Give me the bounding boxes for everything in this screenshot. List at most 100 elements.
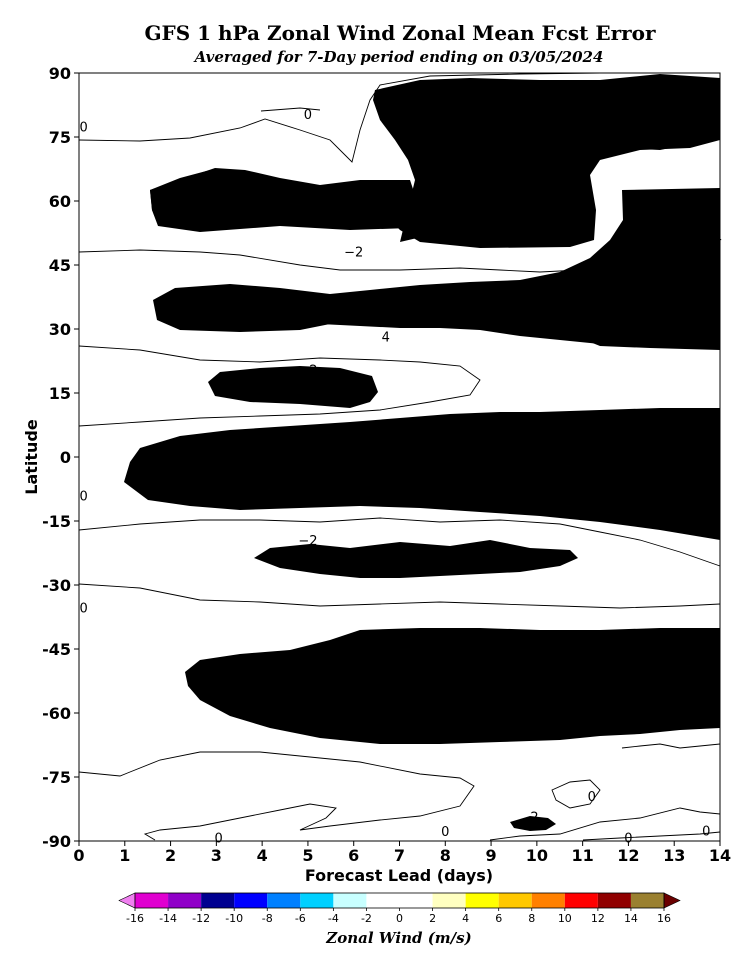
contour-label: −8 bbox=[665, 130, 684, 145]
y-tick-label: -60 bbox=[42, 704, 71, 723]
contour-label: 8 bbox=[480, 430, 488, 445]
x-tick-label: 6 bbox=[348, 846, 359, 865]
contour-line bbox=[551, 779, 601, 809]
colorbar-tick-label: -4 bbox=[328, 912, 339, 925]
colorbar-swatch bbox=[399, 893, 433, 908]
colorbar-tick-label: 8 bbox=[528, 912, 535, 925]
fill-pos14-eq bbox=[640, 446, 720, 472]
y-axis-label: Latitude bbox=[22, 419, 41, 495]
contour-label: 0 bbox=[215, 832, 223, 847]
x-tick-label: 10 bbox=[526, 846, 548, 865]
chart-title: GFS 1 hPa Zonal Wind Zonal Mean Fcst Err… bbox=[144, 21, 656, 45]
colorbar-swatch bbox=[300, 893, 334, 908]
colorbar-swatch bbox=[168, 893, 202, 908]
contour-fills bbox=[124, 74, 720, 831]
fill-neg8-a bbox=[436, 106, 456, 148]
colorbar-swatch bbox=[234, 893, 268, 908]
contour-label: 0 bbox=[624, 832, 632, 847]
fill-pos2-sh-small bbox=[510, 816, 556, 831]
y-tick-label: 30 bbox=[49, 320, 71, 339]
y-tick-label: -45 bbox=[42, 640, 71, 659]
contour-label: 4 bbox=[350, 430, 358, 445]
y-tick-label: -30 bbox=[42, 576, 71, 595]
colorbar-swatch bbox=[630, 893, 664, 908]
contour-line bbox=[78, 583, 721, 609]
contour-label: 12 bbox=[650, 434, 667, 449]
colorbar-tick-label: 4 bbox=[462, 912, 469, 925]
y-axis: 90 75 60 45 30 15 0 -15 -30 -45 -60 -75 -90 bbox=[42, 64, 79, 851]
contour-label: 14 bbox=[634, 450, 651, 465]
colorbar-tick-label: -10 bbox=[225, 912, 243, 925]
contour-label: 2 bbox=[258, 712, 266, 727]
colorbar-swatch bbox=[135, 893, 169, 908]
x-tick-label: 2 bbox=[165, 846, 176, 865]
colorbar-extend-high bbox=[663, 892, 681, 909]
colorbar-swatch bbox=[333, 893, 367, 908]
x-tick-label: 8 bbox=[440, 846, 451, 865]
colorbar-swatch bbox=[531, 893, 565, 908]
contour-line bbox=[78, 217, 721, 273]
contour-line bbox=[260, 107, 321, 112]
colorbar-swatch bbox=[564, 893, 598, 908]
colorbar-tick-label: 0 bbox=[396, 912, 403, 925]
contour-label: 0 bbox=[441, 825, 449, 840]
colorbar-swatch bbox=[267, 893, 301, 908]
y-tick-label: 75 bbox=[49, 128, 71, 147]
x-tick-label: 14 bbox=[709, 846, 731, 865]
contour-label: −6 bbox=[530, 194, 549, 209]
colorbar-tick-label: -12 bbox=[192, 912, 210, 925]
contour-label: 0 bbox=[588, 790, 596, 805]
y-tick-label: 90 bbox=[49, 64, 71, 83]
contour-label: 0 bbox=[79, 489, 87, 504]
colorbar-swatch bbox=[432, 893, 466, 908]
x-tick-label: 4 bbox=[257, 846, 268, 865]
fill-pos4-sh bbox=[432, 650, 720, 694]
y-tick-label: 0 bbox=[60, 448, 71, 467]
contour-label: 6 bbox=[439, 428, 447, 443]
y-tick-label: -90 bbox=[42, 832, 71, 851]
colorbar-swatch bbox=[465, 893, 499, 908]
colorbar-tick-label: -2 bbox=[361, 912, 372, 925]
x-tick-label: 11 bbox=[572, 846, 594, 865]
y-tick-label: -75 bbox=[42, 768, 71, 787]
contour-label: 0 bbox=[688, 87, 696, 102]
x-tick-label: 3 bbox=[211, 846, 222, 865]
x-tick-label: 7 bbox=[394, 846, 405, 865]
x-tick-label: 0 bbox=[73, 846, 84, 865]
contour-label: 0 bbox=[702, 824, 710, 839]
contour-label: 2 bbox=[530, 811, 538, 826]
contour-label: 0 bbox=[304, 108, 312, 123]
contour-label: 0 bbox=[79, 120, 87, 135]
colorbar-tick-label: 16 bbox=[657, 912, 671, 925]
contour-line bbox=[582, 831, 721, 841]
colorbar-tick-label: 10 bbox=[558, 912, 572, 925]
fill-neg2-left bbox=[150, 168, 420, 232]
chart-subtitle: Averaged for 7-Day period ending on 03/0… bbox=[193, 48, 604, 66]
x-axis: 0 1 2 3 4 5 6 7 8 9 10 11 12 13 14 bbox=[73, 841, 731, 865]
x-tick-label: 1 bbox=[119, 846, 130, 865]
colorbar-tick-label: -6 bbox=[295, 912, 306, 925]
colorbar: -16 -14 -12 -10 -8 -6 -4 -2 0 2 4 6 8 10 12 14 16 bbox=[118, 892, 681, 925]
colorbar-extend-low bbox=[118, 892, 136, 909]
fill-pos4-nh-top bbox=[694, 208, 720, 254]
contour-lines bbox=[78, 72, 721, 841]
fill-neg2-sh bbox=[254, 540, 578, 578]
fill-pos12-eq bbox=[480, 440, 720, 478]
contour-label: 0 bbox=[79, 602, 87, 617]
contour-label: −6 bbox=[660, 86, 679, 101]
x-tick-label: 12 bbox=[617, 846, 639, 865]
x-tick-label: 5 bbox=[302, 846, 313, 865]
contour-label: 2 bbox=[579, 268, 587, 283]
colorbar-tick-label: -16 bbox=[126, 912, 144, 925]
colorbar-swatch bbox=[597, 893, 631, 908]
colorbar-swatch bbox=[498, 893, 532, 908]
colorbar-label: Zonal Wind (m/s) bbox=[325, 929, 471, 947]
y-tick-label: 60 bbox=[49, 192, 71, 211]
colorbar-tick-label: 2 bbox=[429, 912, 436, 925]
fill-neg2-tropics-nh bbox=[208, 366, 378, 408]
contour-label: 4 bbox=[714, 231, 722, 246]
fill-neg8-b bbox=[655, 100, 698, 132]
